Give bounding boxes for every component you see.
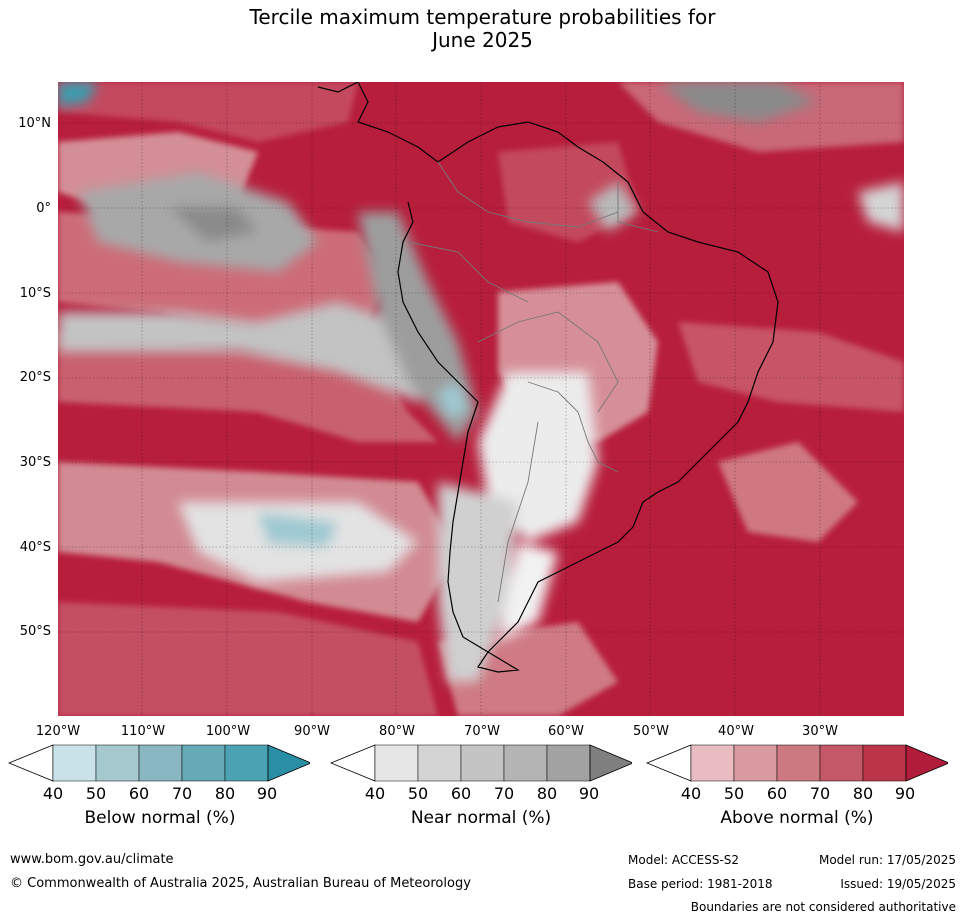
colorbar-high-arrow [589, 744, 632, 782]
colorbar-segment [690, 744, 735, 782]
model-run-date: Model run: 17/05/2025 [818, 853, 956, 867]
lat-label: 10°N [18, 116, 51, 131]
colorbar-title-above: Above normal (%) [720, 808, 874, 828]
colorbar-title-below: Below normal (%) [84, 808, 236, 828]
colorbar-near-normal [330, 744, 632, 782]
base-period: Base period: 1981-2018 [628, 877, 773, 891]
colorbar-segment [733, 744, 778, 782]
lat-label: 40°S [19, 540, 51, 555]
probability-map [58, 82, 904, 716]
lon-label: 80°W [379, 724, 415, 739]
lon-label: 90°W [294, 724, 330, 739]
lon-label: 120°W [35, 724, 81, 739]
colorbar-segment [52, 744, 97, 782]
colorbar-below-normal [8, 744, 310, 782]
colorbar-title-near: Near normal (%) [410, 808, 552, 828]
map-svg [58, 82, 904, 716]
colorbar-segment [138, 744, 183, 782]
lon-label: 110°W [120, 724, 166, 739]
colorbar-segment [224, 744, 269, 782]
colorbar-segment [503, 744, 548, 782]
lat-label: 20°S [19, 370, 51, 385]
lat-label: 10°S [19, 286, 51, 301]
map-title: Tercile maximum temperature probabilitie… [249, 5, 716, 52]
issued-date: Issued: 19/05/2025 [840, 877, 956, 891]
colorbar-high-arrow [267, 744, 310, 782]
website-link[interactable]: www.bom.gov.au/climate [10, 852, 174, 867]
model-name: Model: ACCESS-S2 [628, 853, 740, 867]
country-borders [407, 161, 659, 603]
coastline [317, 82, 779, 673]
colorbar-low-arrow [330, 744, 376, 782]
colorbar-above-normal [646, 744, 948, 782]
copyright: © Commonwealth of Australia 2025, Austra… [10, 876, 471, 891]
colorbar-low-arrow [8, 744, 54, 782]
lat-label: 50°S [19, 624, 51, 639]
lon-label: 40°W [718, 724, 754, 739]
colorbar-segment [181, 744, 226, 782]
colorbar-segment [374, 744, 419, 782]
lon-label: 30°W [802, 724, 838, 739]
lon-label: 60°W [548, 724, 584, 739]
colorbar-segment [776, 744, 821, 782]
colorbar-segment [460, 744, 505, 782]
colorbar-segment [417, 744, 462, 782]
lon-label: 100°W [205, 724, 251, 739]
colorbar-high-arrow [905, 744, 948, 782]
lon-label: 50°W [633, 724, 669, 739]
colorbar-segment [819, 744, 864, 782]
colorbar-segment [546, 744, 591, 782]
lat-label: 0° [36, 201, 51, 216]
colorbar-low-arrow [646, 744, 692, 782]
lon-label: 70°W [464, 724, 500, 739]
lat-label: 30°S [19, 455, 51, 470]
colorbar-segment [862, 744, 907, 782]
boundaries-disclaimer: Boundaries are not considered authoritat… [690, 900, 956, 914]
colorbar-segment [95, 744, 140, 782]
